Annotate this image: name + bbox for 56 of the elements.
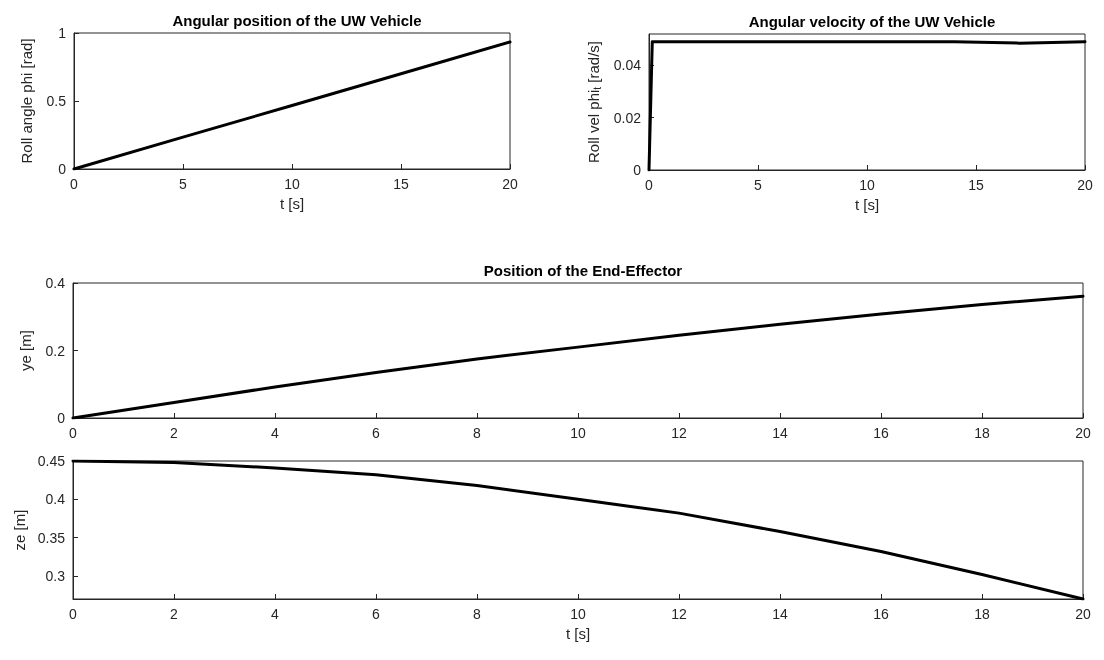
y-tick-label: 0.3 bbox=[45, 568, 66, 584]
y-axis-title: Roll angle phi [rad] bbox=[18, 38, 35, 164]
y-tick-label: 0.4 bbox=[45, 491, 66, 508]
y-tick-label: 0.04 bbox=[613, 57, 642, 74]
y-tick-label: 1 bbox=[58, 25, 67, 41]
y-tick-label: 0.5 bbox=[46, 93, 67, 109]
y-tick-label: 0.2 bbox=[45, 342, 66, 359]
y-tick-label: 0.4 bbox=[45, 275, 66, 291]
x-tick-label: 8 bbox=[473, 606, 482, 622]
x-tick-label: 20 bbox=[502, 176, 518, 192]
x-tick-label: 5 bbox=[754, 177, 763, 193]
x-tick-label: 15 bbox=[968, 177, 984, 193]
x-tick-label: 4 bbox=[271, 606, 280, 622]
x-axis-title: t [s] bbox=[565, 624, 591, 642]
line-series bbox=[71, 459, 1085, 601]
x-tick-label: 18 bbox=[974, 606, 990, 622]
x-tick-label: 8 bbox=[473, 425, 482, 441]
x-tick-label: 10 bbox=[859, 177, 875, 193]
x-axis-title: t [s] bbox=[279, 194, 305, 212]
x-tick-label: 0 bbox=[645, 177, 654, 193]
x-tick-label: 2 bbox=[170, 425, 179, 441]
x-tick-label: 6 bbox=[372, 425, 381, 441]
x-tick-label: 14 bbox=[772, 606, 788, 622]
x-tick-label: 12 bbox=[671, 606, 687, 622]
y-tick-label: 0.45 bbox=[37, 453, 66, 469]
chart-title: Angular velocity of the UW Vehicle bbox=[748, 13, 996, 30]
chart-title: Angular position of the UW Vehicle bbox=[172, 12, 422, 29]
x-tick-label: 10 bbox=[284, 176, 300, 192]
x-tick-label: 5 bbox=[179, 176, 188, 192]
x-tick-label: 2 bbox=[170, 606, 179, 622]
x-tick-label: 15 bbox=[393, 176, 409, 192]
y-tick-label: 0 bbox=[633, 162, 642, 178]
x-tick-label: 20 bbox=[1077, 177, 1093, 193]
y-axis-title: ze [m] bbox=[10, 509, 28, 551]
x-tick-label: 6 bbox=[372, 606, 381, 622]
y-tick-label: 0 bbox=[57, 410, 66, 426]
x-tick-label: 16 bbox=[873, 606, 889, 622]
x-tick-label: 20 bbox=[1075, 425, 1091, 441]
x-tick-label: 0 bbox=[70, 176, 79, 192]
x-tick-label: 20 bbox=[1075, 606, 1091, 622]
y-tick-label: 0.02 bbox=[613, 109, 642, 126]
x-tick-label: 0 bbox=[69, 606, 78, 622]
y-axis-title: Roll vel phit [rad/s] bbox=[585, 41, 604, 163]
y-tick-label: 0 bbox=[58, 161, 67, 177]
x-axis-title: t [s] bbox=[854, 195, 880, 213]
x-tick-label: 12 bbox=[671, 425, 687, 441]
x-tick-label: 16 bbox=[873, 425, 889, 441]
x-tick-label: 18 bbox=[974, 425, 990, 441]
x-tick-label: 10 bbox=[570, 606, 586, 622]
y-axis-title: ye [m] bbox=[17, 330, 34, 371]
chart-title: Position of the End-Effector bbox=[483, 262, 683, 279]
x-tick-label: 0 bbox=[69, 425, 78, 441]
x-tick-label: 14 bbox=[772, 425, 788, 441]
x-tick-label: 10 bbox=[570, 425, 586, 441]
x-tick-label: 4 bbox=[271, 425, 280, 441]
y-tick-label: 0.35 bbox=[37, 529, 66, 546]
